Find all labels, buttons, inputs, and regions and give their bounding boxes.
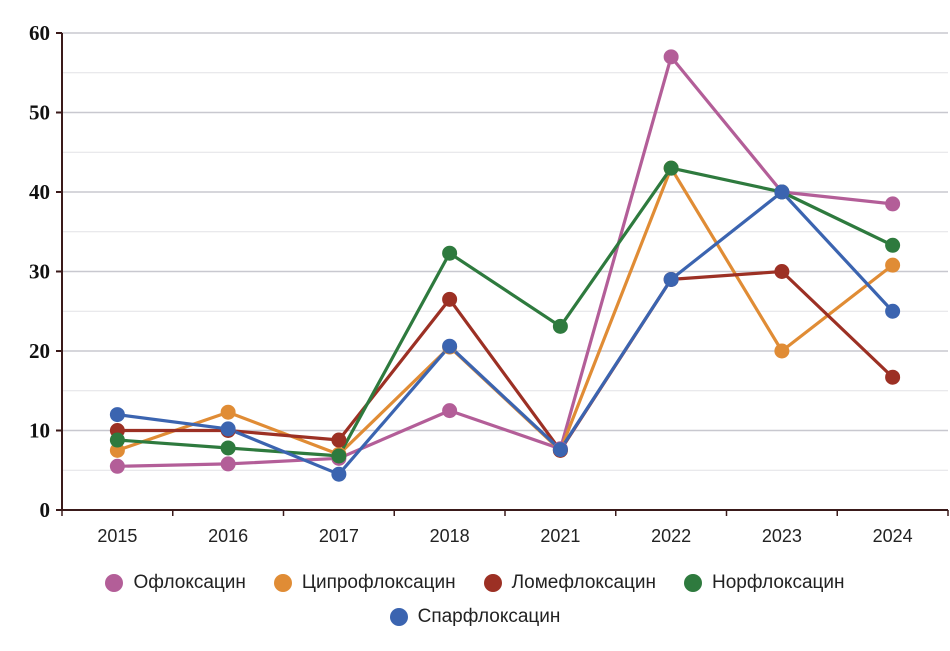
y-tick-label: 50 bbox=[29, 101, 50, 125]
x-tick-label: 2018 bbox=[430, 526, 470, 546]
data-point bbox=[331, 466, 347, 482]
series-line bbox=[117, 190, 894, 476]
data-point bbox=[885, 196, 901, 212]
series-line bbox=[117, 55, 893, 468]
series-line bbox=[117, 166, 894, 458]
data-point bbox=[442, 338, 458, 354]
legend-marker bbox=[483, 574, 502, 592]
x-tick-label: 2017 bbox=[319, 526, 359, 546]
data-point bbox=[552, 318, 568, 334]
data-point bbox=[331, 432, 347, 448]
legend-row-1: Офлоксацин Ципрофлоксацин Ломефлоксацин … bbox=[0, 566, 950, 600]
y-tick-label: 40 bbox=[29, 180, 50, 204]
x-tick-label: 2016 bbox=[208, 526, 248, 546]
series-points bbox=[109, 49, 901, 482]
data-point bbox=[774, 184, 790, 200]
data-point bbox=[552, 442, 568, 458]
x-tick-label: 2021 bbox=[540, 526, 580, 546]
y-tick-label: 60 bbox=[29, 21, 50, 45]
data-point bbox=[109, 407, 125, 423]
series-line bbox=[117, 269, 894, 452]
data-point bbox=[442, 291, 458, 307]
legend-label: Спарфлоксацин bbox=[417, 606, 561, 627]
data-point bbox=[220, 421, 236, 437]
data-point bbox=[774, 343, 790, 359]
data-point bbox=[442, 245, 458, 261]
gridlines bbox=[62, 32, 948, 471]
x-tick-label: 2015 bbox=[97, 526, 137, 546]
data-point bbox=[663, 160, 679, 176]
data-point bbox=[220, 440, 236, 456]
axes bbox=[56, 32, 949, 516]
data-point bbox=[331, 448, 347, 464]
data-point bbox=[885, 369, 901, 385]
legend-marker bbox=[105, 574, 124, 592]
legend-label: Офлоксацин bbox=[133, 572, 246, 593]
y-tick-label: 0 bbox=[40, 498, 51, 522]
legend-label: Ломефлоксацин bbox=[511, 572, 656, 593]
data-point bbox=[885, 303, 901, 319]
data-point bbox=[109, 442, 125, 458]
data-point bbox=[885, 257, 901, 273]
legend-item-ciprofloxacin: Ципрофлоксацин bbox=[273, 572, 456, 594]
legend-row-2: Спарфлоксацин bbox=[0, 600, 950, 634]
legend-marker bbox=[684, 574, 702, 592]
legend-item-norfloxacin: Норфлоксацин bbox=[684, 572, 845, 594]
legend-label: Ципрофлоксацин bbox=[301, 572, 456, 593]
data-point bbox=[442, 403, 458, 419]
legend-marker bbox=[389, 608, 408, 626]
data-point bbox=[220, 456, 236, 472]
y-tick-label: 10 bbox=[29, 419, 50, 443]
data-point bbox=[109, 432, 125, 448]
y-tick-label: 20 bbox=[29, 339, 50, 363]
legend-marker bbox=[273, 574, 292, 592]
y-tick-labels: 0 10 20 30 40 50 60 bbox=[29, 21, 50, 522]
legend-label: Норфлоксацин bbox=[712, 572, 845, 593]
data-point bbox=[663, 49, 679, 65]
legend-item-ofloxacin: Офлоксацин bbox=[105, 572, 246, 594]
legend-item-lomefloxacin: Ломефлоксацин bbox=[483, 572, 656, 594]
data-point bbox=[663, 271, 679, 287]
series-lines bbox=[116, 55, 894, 476]
x-tick-label: 2024 bbox=[873, 526, 913, 546]
y-tick-label: 30 bbox=[29, 260, 50, 284]
legend: Офлоксацин Ципрофлоксацин Ломефлоксацин … bbox=[0, 566, 950, 634]
x-tick-labels: 2015 2016 2017 2018 2021 2022 2023 2024 bbox=[97, 526, 912, 546]
x-tick-label: 2023 bbox=[762, 526, 802, 546]
legend-item-sparfloxacin: Спарфлоксацин bbox=[389, 606, 561, 628]
data-point bbox=[774, 264, 790, 279]
data-point bbox=[885, 237, 901, 253]
x-tick-label: 2022 bbox=[651, 526, 691, 546]
data-point bbox=[220, 404, 236, 420]
data-point bbox=[109, 458, 125, 474]
